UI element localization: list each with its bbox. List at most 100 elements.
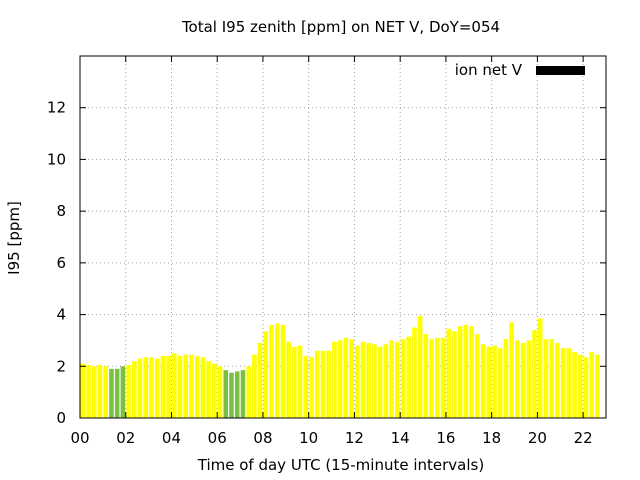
bar (206, 361, 211, 418)
bar (457, 326, 463, 418)
bar (463, 324, 469, 418)
y-tick-label: 8 (56, 202, 66, 220)
bar (297, 345, 303, 418)
x-tick-label: 16 (436, 429, 455, 447)
y-tick-label: 6 (56, 254, 66, 272)
bar (149, 357, 154, 418)
bar (509, 322, 514, 418)
bar (475, 333, 480, 418)
bar (583, 357, 589, 418)
bar (92, 366, 97, 418)
bar (572, 352, 577, 418)
bar (103, 366, 109, 418)
bar (274, 323, 280, 418)
bar (183, 354, 189, 418)
bar (86, 364, 91, 418)
bar (286, 341, 291, 418)
bar (526, 340, 532, 418)
bar (172, 353, 177, 418)
x-tick-label: 10 (299, 429, 318, 447)
bar (217, 366, 223, 418)
bar (126, 364, 131, 418)
bar (486, 346, 492, 418)
bar (200, 357, 206, 418)
x-tick-label: 04 (162, 429, 181, 447)
bar (412, 327, 417, 418)
bar (229, 372, 234, 418)
bar (303, 355, 309, 418)
x-tick-label: 14 (391, 429, 410, 447)
bar (372, 344, 377, 418)
bar (377, 346, 383, 418)
chart-title: Total I95 zenith [ppm] on NET V, DoY=054 (181, 18, 500, 36)
bar (589, 352, 594, 418)
bar (355, 345, 360, 418)
bar (555, 343, 560, 418)
bar (314, 350, 320, 418)
bar (137, 358, 143, 418)
bar (120, 366, 126, 418)
y-axis-label: I95 [ppm] (5, 201, 23, 275)
bar (360, 341, 366, 418)
bar (332, 341, 337, 418)
bar (503, 339, 509, 418)
bar (223, 370, 229, 418)
y-tick-label: 2 (56, 357, 66, 375)
x-tick-labels: 00 02 04 06 08 10 12 14 16 18 20 22 (70, 429, 592, 447)
bar (292, 346, 297, 418)
y-tick-label: 10 (47, 150, 66, 168)
x-tick-label: 22 (574, 429, 593, 447)
bar (280, 324, 286, 418)
bar (80, 363, 86, 418)
bar (189, 354, 194, 418)
bar (480, 344, 486, 418)
bar (543, 339, 549, 418)
bar (577, 354, 583, 418)
axis-ticks (79, 56, 606, 419)
bar (160, 355, 166, 418)
bar (595, 354, 600, 418)
bar (440, 337, 446, 418)
bar (520, 343, 526, 418)
y-tick-labels: 0 2 4 6 8 10 12 (47, 99, 66, 427)
bar (497, 348, 503, 418)
bar (537, 318, 543, 418)
x-axis-label: Time of day UTC (15-minute intervals) (197, 456, 484, 474)
bar (257, 343, 263, 418)
bar (143, 357, 149, 418)
x-tick-label: 02 (116, 429, 135, 447)
bar (515, 340, 520, 418)
bar (234, 371, 240, 418)
bar (212, 363, 217, 418)
bar (132, 361, 137, 418)
legend: ion net V (455, 61, 585, 79)
bar (109, 368, 114, 418)
bar (240, 370, 246, 418)
bar (349, 339, 354, 418)
y-tick-label: 0 (56, 409, 66, 427)
x-tick-label: 20 (528, 429, 547, 447)
x-tick-label: 06 (208, 429, 227, 447)
bar (400, 339, 406, 418)
bars (80, 315, 600, 418)
bar (406, 336, 412, 418)
legend-swatch (536, 66, 585, 75)
y-tick-label: 4 (56, 306, 66, 324)
bar (194, 355, 200, 418)
bar (469, 326, 474, 418)
bar (269, 324, 274, 418)
bar (337, 340, 343, 418)
x-tick-label: 08 (253, 429, 272, 447)
bar (97, 364, 103, 418)
bar (560, 348, 566, 418)
bar (246, 366, 251, 418)
y-tick-label: 12 (47, 99, 66, 117)
bar (446, 328, 452, 418)
bar (309, 357, 314, 418)
bar (549, 339, 554, 418)
bar (114, 368, 120, 418)
bar (423, 333, 429, 418)
bar (166, 355, 171, 418)
bar (343, 337, 349, 418)
